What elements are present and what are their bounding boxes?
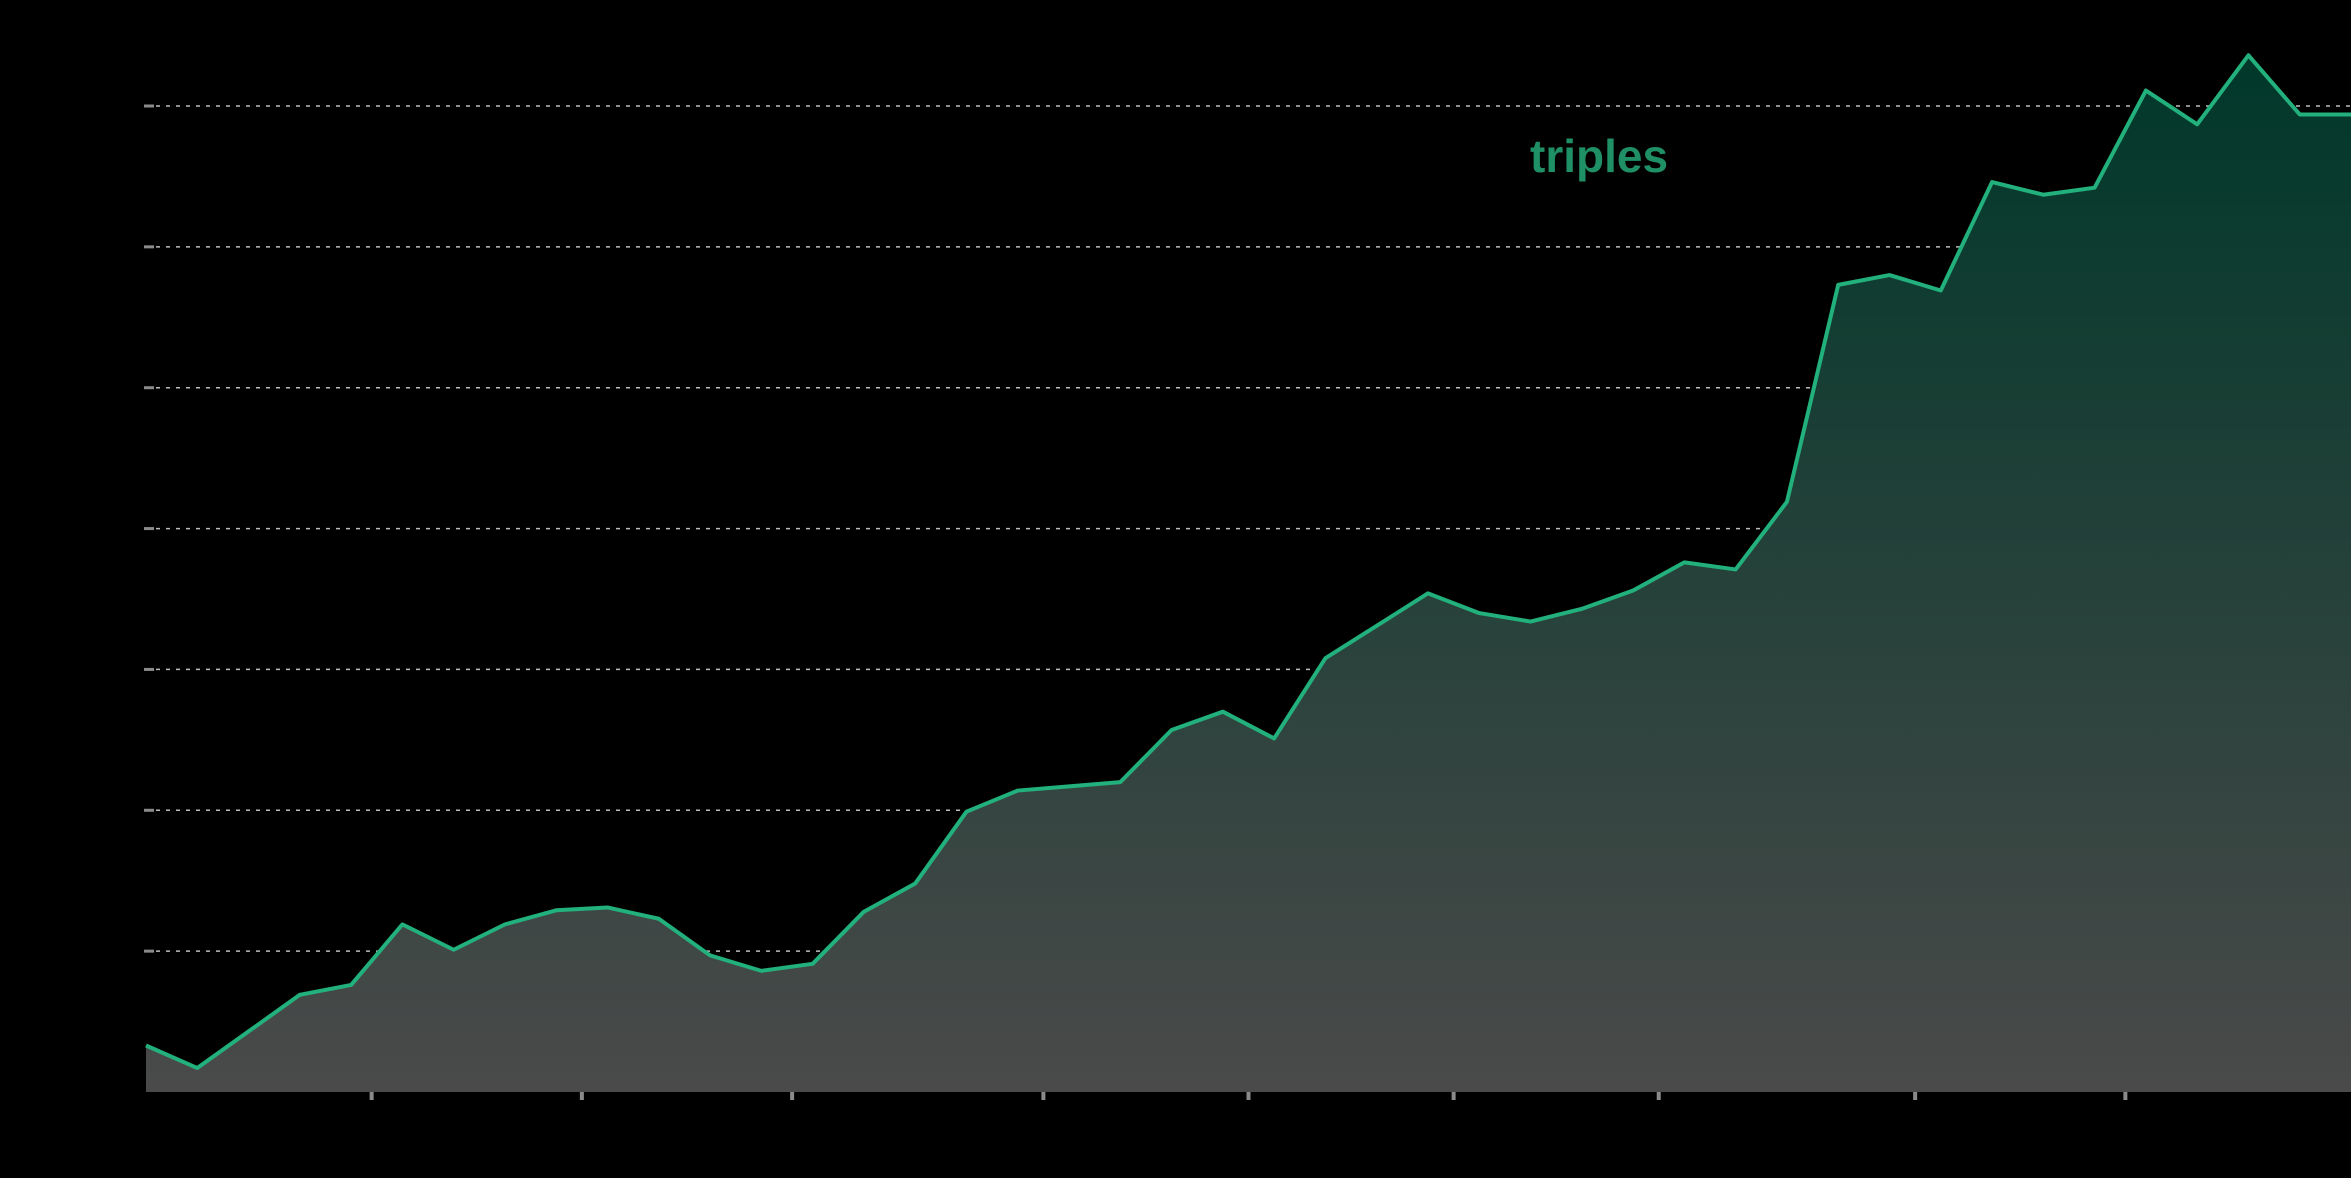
series-area-triples xyxy=(146,55,2351,1093)
x-axis xyxy=(369,1092,2128,1100)
series-area-group xyxy=(145,53,2351,1093)
series-line-triples xyxy=(145,53,2351,1071)
series-label-triples: triples xyxy=(1530,130,1668,182)
